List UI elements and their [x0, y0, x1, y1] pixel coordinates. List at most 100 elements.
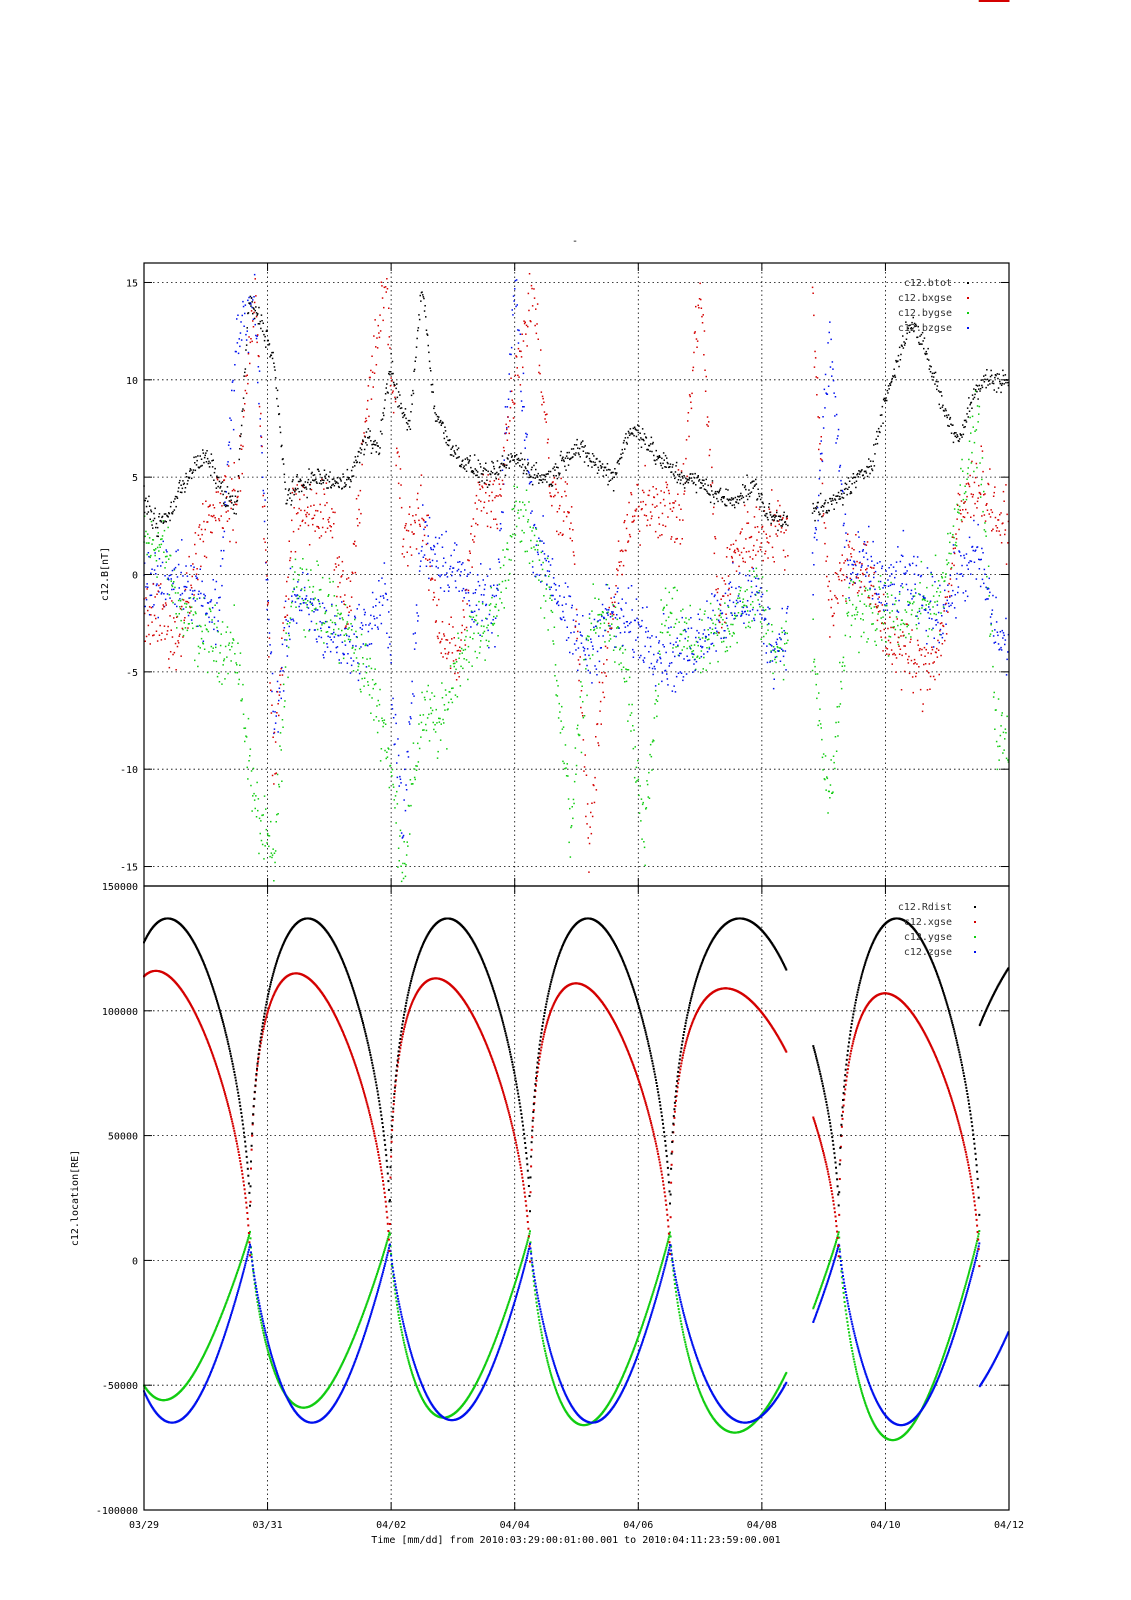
- c12.bxgse-point: [995, 525, 997, 527]
- c12.bzgse-point: [706, 600, 708, 602]
- c12.bygse-point: [653, 740, 655, 742]
- c12.bygse-point: [855, 609, 857, 611]
- c12.bzgse-point: [574, 643, 576, 645]
- c12.bygse-point: [897, 625, 899, 627]
- c12.bzgse-point: [172, 570, 174, 572]
- c12.bxgse-point: [541, 404, 543, 406]
- c12.bzgse-point: [667, 678, 669, 680]
- c12.bygse-point: [287, 677, 289, 679]
- c12.btot-point: [166, 521, 168, 523]
- c12.bygse-point: [646, 780, 648, 782]
- c12.bxgse-point: [457, 672, 459, 674]
- c12.btot-point: [161, 521, 163, 523]
- c12.bxgse-point: [210, 531, 212, 533]
- c12.bxgse-point: [209, 504, 211, 506]
- c12.btot-point: [350, 479, 352, 481]
- c12.bygse-point: [969, 441, 971, 443]
- c12.btot-point: [634, 427, 636, 429]
- c12.bxgse-point: [205, 501, 207, 503]
- c12.bygse-point: [166, 556, 168, 558]
- c12.bzgse-point: [571, 607, 573, 609]
- c12.bzgse-point: [376, 617, 378, 619]
- c12.bzgse-point: [678, 673, 680, 675]
- c12.bzgse-point: [469, 605, 471, 607]
- c12.bygse-point: [845, 635, 847, 637]
- c12.bygse-point: [703, 657, 705, 659]
- c12.bxgse-point: [678, 469, 680, 471]
- c12.btot-point: [151, 511, 153, 513]
- c12.bzgse-point: [823, 427, 825, 429]
- c12.bygse-point: [413, 768, 415, 770]
- c12.bzgse-point: [232, 381, 234, 383]
- c12.bxgse-point: [412, 515, 414, 517]
- c12.bzgse-point: [230, 448, 232, 450]
- c12.bygse-point: [985, 535, 987, 537]
- c12.bzgse-point: [832, 368, 834, 370]
- c12.bzgse-point: [263, 490, 265, 492]
- c12.bzgse-point: [581, 635, 583, 637]
- c12.bxgse-point: [913, 663, 915, 665]
- c12.bxgse-point: [193, 594, 195, 596]
- c12.bygse-point: [316, 561, 318, 563]
- c12.bzgse-point: [277, 731, 279, 733]
- c12.btot-point: [378, 445, 380, 447]
- c12.bygse-point: [569, 808, 571, 810]
- c12.bxgse-point: [651, 515, 653, 517]
- c12.bxgse-point: [815, 357, 817, 359]
- c12.bzgse-point: [968, 568, 970, 570]
- c12.bygse-point: [480, 640, 482, 642]
- c12.bygse-point: [195, 611, 197, 613]
- c12.bygse-point: [507, 549, 509, 551]
- c12.bzgse-point: [477, 574, 479, 576]
- c12.bygse-point: [618, 664, 620, 666]
- c12.bygse-point: [167, 527, 169, 529]
- c12.bzgse-point: [620, 632, 622, 634]
- c12.bxgse-point: [614, 602, 616, 604]
- c12.bzgse-point: [669, 663, 671, 665]
- c12.btot-point: [436, 420, 438, 422]
- c12.btot-point: [422, 294, 424, 296]
- c12.bzgse-point: [775, 657, 777, 659]
- c12.bxgse-point: [365, 418, 367, 420]
- c12.bxgse-point: [220, 493, 222, 495]
- c12.bygse-point: [205, 625, 207, 627]
- c12.bzgse-point: [549, 589, 551, 591]
- c12.bzgse-point: [407, 751, 409, 753]
- c12.btot-point: [386, 387, 388, 389]
- c12.bygse-point: [403, 841, 405, 843]
- c12.bzgse-point: [315, 609, 317, 611]
- c12.bxgse-point: [326, 502, 328, 504]
- c12.bzgse-point: [169, 575, 171, 577]
- c12.btot-point: [680, 479, 682, 481]
- c12.bygse-point: [483, 632, 485, 634]
- c12.btot-point: [465, 458, 467, 460]
- c12.btot-point: [350, 481, 352, 483]
- c12.bxgse-point: [696, 338, 698, 340]
- c12.bzgse-point: [390, 662, 392, 664]
- c12.bxgse-point: [767, 541, 769, 543]
- c12.bxgse-point: [405, 523, 407, 525]
- c12.bxgse-point: [266, 575, 268, 577]
- c12.bzgse-point: [295, 601, 297, 603]
- c12.bygse-point: [453, 663, 455, 665]
- c12.bxgse-point: [433, 599, 435, 601]
- c12.bzgse-point: [847, 560, 849, 562]
- c12.bygse-point: [903, 623, 905, 625]
- c12.bzgse-point: [183, 608, 185, 610]
- c12.bzgse-point: [502, 512, 504, 513]
- c12.bygse-point: [609, 634, 611, 636]
- c12.btot-point: [148, 511, 150, 513]
- c12.bzgse-point: [557, 601, 559, 603]
- c12.bzgse-point: [950, 575, 952, 577]
- c12.bygse-point: [466, 659, 468, 661]
- c12.bxgse-point: [205, 529, 207, 531]
- c12.bxgse-point: [575, 626, 577, 628]
- c12.bzgse-point: [656, 661, 658, 663]
- c12.btot-point: [567, 452, 569, 454]
- c12.bzgse-point: [586, 665, 588, 667]
- c12.bxgse-point: [597, 723, 599, 725]
- c12.btot-point: [274, 369, 276, 371]
- c12.bygse-point: [420, 715, 422, 717]
- c12.bygse-point: [368, 685, 370, 687]
- c12.bygse-point: [238, 683, 240, 685]
